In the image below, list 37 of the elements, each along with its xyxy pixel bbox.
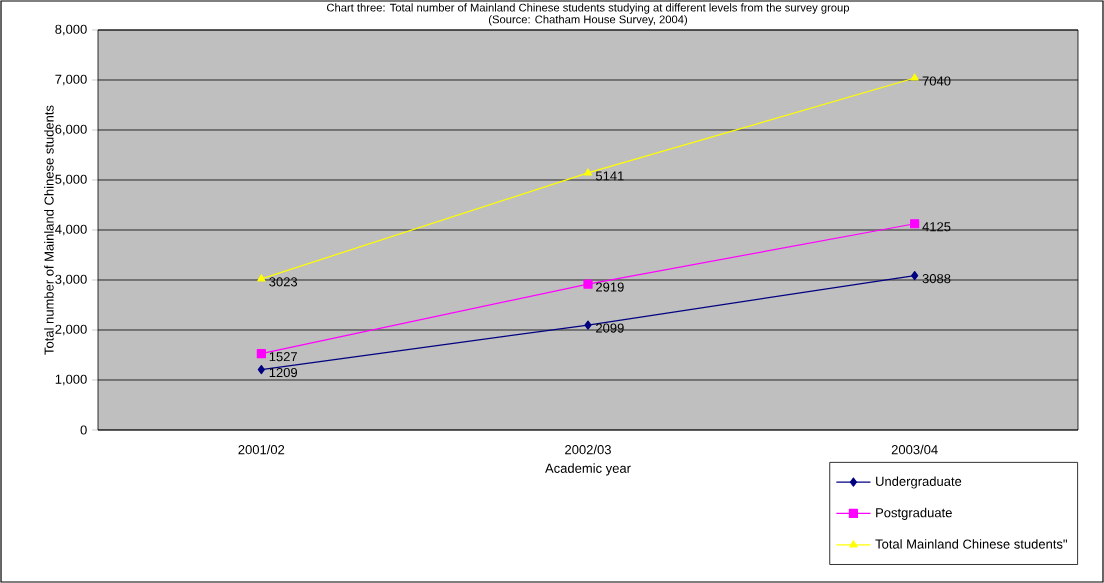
y-tick-label: 6,000 — [55, 124, 87, 136]
data-label: 7040 — [922, 76, 951, 86]
y-tick-label: 4,000 — [55, 224, 87, 236]
data-label: 1209 — [269, 367, 298, 378]
y-tick-label: 1,000 — [55, 374, 87, 386]
data-label: 3023 — [269, 277, 298, 287]
y-tick-label: 5,000 — [55, 174, 87, 186]
x-tick-label: 2003/04 — [891, 444, 938, 455]
point — [257, 364, 265, 375]
y-tick-label: 7,000 — [55, 74, 87, 86]
data-label: 5141 — [595, 171, 624, 181]
chart-title: Chart three: Total number of Mainland Chinese students studying at different levels from the survey group — [326, 3, 850, 14]
y-axis-title: Total number of Mainland Chinese students — [44, 105, 54, 355]
data-label: 1527 — [269, 352, 297, 362]
point — [910, 73, 919, 81]
point — [911, 270, 919, 281]
data-label: 2919 — [596, 282, 624, 292]
point — [910, 219, 920, 229]
x-axis-title: Academic year — [545, 463, 631, 476]
point — [257, 274, 266, 282]
data-label: 4125 — [922, 222, 951, 232]
chart-subtitle: (Source: Chatham House Survey, 2004) — [488, 15, 687, 26]
y-tick-label: 8,000 — [55, 24, 87, 36]
legend-label: Undergraduate — [876, 476, 962, 489]
point — [583, 168, 593, 176]
data-label: 3088 — [922, 274, 951, 284]
x-tick-label: 2001/02 — [238, 444, 285, 455]
y-tick-label: 3,000 — [55, 274, 87, 286]
x-tick-label: 2002/03 — [565, 444, 611, 455]
point — [583, 279, 593, 289]
legend-label: Total Mainland Chinese students" — [875, 539, 1067, 549]
y-tick-label: 0 — [80, 425, 87, 435]
point — [584, 320, 592, 330]
y-tick-label: 2,000 — [55, 324, 87, 336]
data-label: 2099 — [596, 323, 624, 333]
point — [256, 349, 266, 359]
legend-label: Postgraduate — [876, 507, 952, 520]
